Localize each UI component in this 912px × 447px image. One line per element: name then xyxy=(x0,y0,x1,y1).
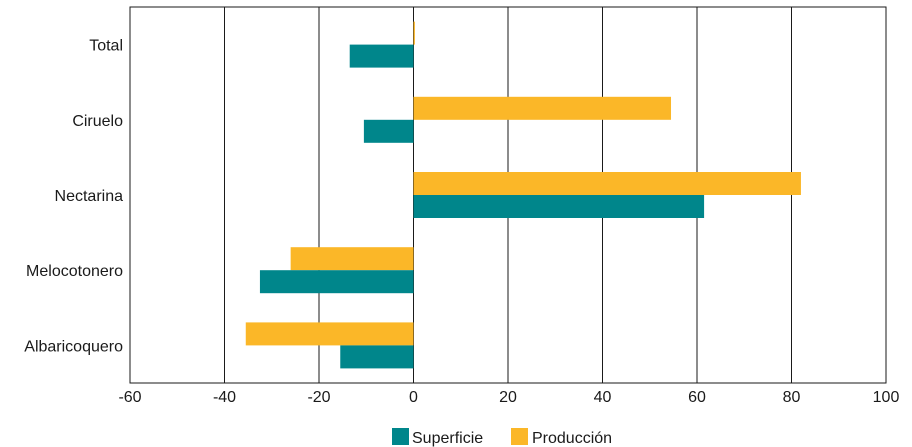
x-tick-label: 60 xyxy=(688,389,706,406)
bar-produccion-albaricoquero xyxy=(245,322,414,346)
x-tick-label: -20 xyxy=(307,389,330,406)
x-tick-label: 20 xyxy=(499,389,517,406)
bar-superficie-melocotonero xyxy=(259,270,414,294)
category-label: Total xyxy=(89,38,123,55)
bar-superficie-albaricoquero xyxy=(340,345,414,369)
x-tick-label: 40 xyxy=(594,389,612,406)
x-tick-label: -60 xyxy=(118,389,141,406)
category-label: Nectarina xyxy=(55,188,124,205)
x-tick-label: 100 xyxy=(873,389,900,406)
bar-superficie-ciruelo xyxy=(363,119,414,143)
bar-superficie-nectarina xyxy=(413,195,705,218)
legend-swatch-produccion xyxy=(511,428,528,445)
bars xyxy=(245,21,801,369)
category-label: Albaricoquero xyxy=(24,338,123,355)
x-tick-label: 80 xyxy=(783,389,801,406)
category-label: Ciruelo xyxy=(72,113,123,130)
bar-produccion-nectarina xyxy=(413,172,801,195)
legend-label-superficie: Superficie xyxy=(412,430,483,447)
x-tick-labels: -60 -40 -20 0 20 40 60 80 100 xyxy=(118,389,899,406)
grid-lines xyxy=(224,7,792,383)
x-tick-label: 0 xyxy=(409,389,418,406)
bar-superficie-total xyxy=(349,44,414,68)
legend-swatch-superficie xyxy=(392,428,409,445)
x-tick-label: -40 xyxy=(213,389,236,406)
legend: Superficie Producción xyxy=(392,428,612,447)
bar-produccion-melocotonero xyxy=(290,247,414,271)
category-label: Melocotonero xyxy=(26,263,123,280)
bar-produccion-total xyxy=(413,21,415,45)
category-labels: Total Ciruelo Nectarina Melocotonero Albaric… xyxy=(24,38,123,356)
bar-produccion-ciruelo xyxy=(413,96,672,120)
legend-label-produccion: Producción xyxy=(532,430,612,447)
